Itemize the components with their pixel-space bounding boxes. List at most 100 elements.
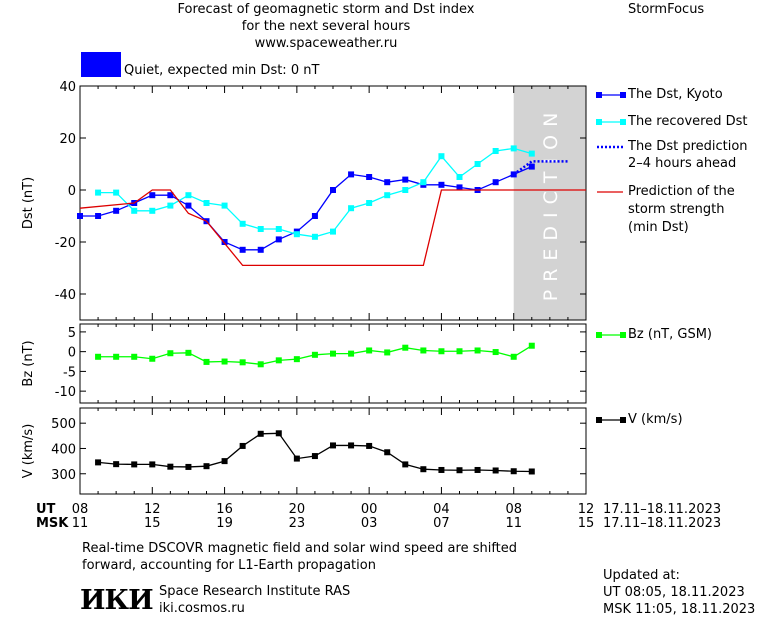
data-point xyxy=(239,246,246,253)
data-point xyxy=(275,357,282,364)
data-point xyxy=(149,207,156,214)
data-point xyxy=(131,353,138,360)
data-point xyxy=(366,347,373,354)
data-point xyxy=(257,430,264,437)
data-point xyxy=(311,233,318,240)
data-point xyxy=(185,463,192,470)
data-point xyxy=(438,153,445,160)
data-point xyxy=(330,187,336,193)
storm-prediction-line xyxy=(79,189,586,267)
data-point xyxy=(366,442,373,449)
dst-recovered-line xyxy=(98,147,532,238)
data-point xyxy=(474,161,481,167)
y-tick-label: 0 xyxy=(68,346,76,361)
data-point xyxy=(95,459,102,466)
data-point xyxy=(275,236,282,243)
data-point xyxy=(474,466,481,473)
prediction-band xyxy=(513,86,586,320)
site-url: www.spaceweather.ru xyxy=(254,36,398,51)
data-point xyxy=(528,342,535,349)
msk-axis-label: MSK xyxy=(36,516,69,531)
v-line xyxy=(98,432,532,473)
msk-tick-label: 23 xyxy=(289,516,306,531)
msk-tick-label: 03 xyxy=(361,516,378,531)
data-point xyxy=(221,239,228,245)
data-point xyxy=(149,461,156,468)
data-point xyxy=(510,145,517,152)
updated-msk: MSK 11:05, 18.11.2023 xyxy=(603,602,756,617)
y-tick-label: 500 xyxy=(51,417,76,432)
data-point xyxy=(492,349,499,356)
ut-tick-label: 20 xyxy=(289,502,306,517)
legend-prediction-label-2: 2–4 hours ahead xyxy=(628,156,737,171)
data-point xyxy=(131,461,138,468)
data-point xyxy=(203,200,210,206)
institute-name: Space Research Institute RAS xyxy=(159,584,351,599)
ut-tick-label: 12 xyxy=(144,502,161,517)
legend-storm-label-2: storm strength xyxy=(628,202,725,217)
data-point xyxy=(113,207,120,214)
data-point xyxy=(456,174,463,180)
data-point xyxy=(348,171,355,178)
y-tick-label: 0 xyxy=(68,184,76,199)
legend-dst-kyoto-swatch-marker xyxy=(620,92,626,98)
data-point xyxy=(293,356,300,363)
data-point xyxy=(239,442,246,449)
data-point xyxy=(492,148,499,154)
institute-url: iki.cosmos.ru xyxy=(159,601,245,616)
data-point xyxy=(420,466,427,473)
data-point xyxy=(275,226,282,232)
data-point xyxy=(456,184,463,191)
data-point xyxy=(384,179,391,186)
data-point xyxy=(239,220,246,227)
data-point xyxy=(257,246,264,253)
data-point xyxy=(528,150,535,157)
data-point xyxy=(275,430,282,437)
data-point xyxy=(330,350,336,357)
data-point xyxy=(474,347,481,354)
panel-frame xyxy=(79,407,587,495)
data-point xyxy=(384,349,391,356)
data-point xyxy=(510,353,517,360)
footer-note-line1: Real-time DSCOVR magnetic field and sola… xyxy=(82,541,518,556)
data-point xyxy=(95,213,102,219)
panel-frame xyxy=(79,85,587,321)
y-tick-label: -5 xyxy=(63,365,76,380)
data-point xyxy=(149,192,156,199)
legend-recovered-swatch-marker xyxy=(596,119,602,125)
data-point xyxy=(348,350,355,357)
legend-storm-label: Prediction of the xyxy=(628,184,735,199)
prediction-band-label: PREDICTION xyxy=(540,105,562,302)
data-point xyxy=(221,358,228,365)
data-point xyxy=(510,468,517,475)
data-point xyxy=(366,200,373,206)
y-tick-label: 40 xyxy=(59,80,76,95)
msk-tick-label: 19 xyxy=(216,516,233,531)
ut-tick-label: 08 xyxy=(505,502,522,517)
dst-kyoto-line xyxy=(80,166,533,251)
legend-recovered-label: The recovered Dst xyxy=(628,114,748,129)
status-color-box xyxy=(81,52,121,77)
msk-date-range: 17.11–18.11.2023 xyxy=(603,516,722,531)
panel-frame xyxy=(79,323,587,404)
y-tick-label: 300 xyxy=(51,468,76,483)
legend-prediction-label: The Dst prediction xyxy=(628,139,748,154)
data-point xyxy=(311,351,318,358)
data-point xyxy=(167,202,174,209)
data-point xyxy=(149,355,156,362)
y-tick-label: -10 xyxy=(55,385,76,400)
msk-tick-label: 11 xyxy=(72,516,89,531)
data-point xyxy=(95,189,102,196)
chart-title-line2: for the next several hours xyxy=(241,19,411,34)
msk-tick-label: 07 xyxy=(433,516,450,531)
y-tick-label: 20 xyxy=(59,132,76,147)
status-text: Quiet, expected min Dst: 0 nT xyxy=(124,63,320,78)
data-point xyxy=(420,179,427,186)
legend-dst-kyoto-label: The Dst, Kyoto xyxy=(628,87,723,102)
data-point xyxy=(366,174,373,180)
data-point xyxy=(293,455,300,462)
y-tick-label: -20 xyxy=(55,236,76,251)
ut-tick-label: 04 xyxy=(433,502,450,517)
iki-logo: ИКИ xyxy=(80,585,154,616)
